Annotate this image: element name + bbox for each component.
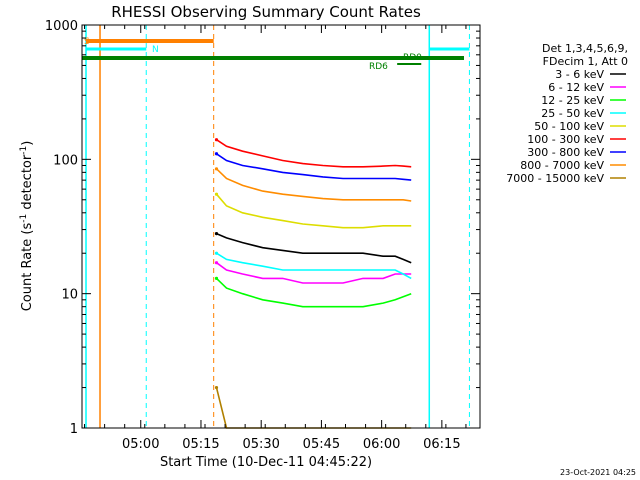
x-axis-label: Start Time (10-Dec-11 04:45:22) xyxy=(160,455,372,470)
y-tick-label: 1 xyxy=(70,422,78,437)
night-flag-label: N xyxy=(152,45,159,55)
y-tick-label: 1000 xyxy=(45,19,78,34)
legend-label-8: 7000 - 15000 keV xyxy=(506,172,604,185)
series-point-6 xyxy=(214,152,219,156)
legend-detectors: Det 1,3,4,5,6,9, xyxy=(542,42,628,55)
series-point-4 xyxy=(214,192,219,196)
series-point-1 xyxy=(214,261,219,265)
legend-label-0: 3 - 6 keV xyxy=(555,68,604,81)
x-tick-label: 05:15 xyxy=(182,437,219,452)
series-point-2 xyxy=(214,276,219,280)
legend-label-3: 25 - 50 keV xyxy=(541,107,604,120)
series-line-1 xyxy=(216,262,412,284)
legend-label-2: 12 - 25 keV xyxy=(541,94,604,107)
plot-frame xyxy=(81,24,481,429)
legend-label-1: 6 - 12 keV xyxy=(548,81,604,94)
legend-label-4: 50 - 100 keV xyxy=(534,120,604,133)
series-line-0 xyxy=(216,232,412,264)
x-tick-label: 06:00 xyxy=(363,437,400,452)
rd0-flag-label: RD0 xyxy=(403,53,422,63)
series-point-8 xyxy=(214,385,219,390)
x-tick-label: 05:00 xyxy=(122,437,159,452)
y-tick-label: 10 xyxy=(61,288,78,303)
series-point-3 xyxy=(214,251,219,255)
legend-decimation: FDecim 1, Att 0 xyxy=(543,55,628,68)
series-line-2 xyxy=(215,277,412,308)
y-tick-label: 100 xyxy=(53,153,78,168)
legend-label-6: 300 - 800 keV xyxy=(527,146,604,159)
series-line-7 xyxy=(215,168,412,202)
footer-timestamp: 23-Oct-2021 04:25 xyxy=(560,468,636,477)
y-axis-label: Count Rate (s-1 detector-1) xyxy=(19,141,35,312)
series-line-6 xyxy=(216,153,412,181)
series-line-4 xyxy=(215,193,412,229)
series-point-5 xyxy=(214,138,219,142)
series-point-7 xyxy=(214,167,219,171)
x-tick-label: 06:15 xyxy=(423,437,460,452)
x-tick-label: 05:45 xyxy=(303,437,340,452)
series-line-5 xyxy=(216,139,412,168)
series-point-0 xyxy=(214,231,219,236)
y-axis: 1 10 100 1000 xyxy=(45,19,480,437)
legend-label-7: 800 - 7000 keV xyxy=(520,159,604,172)
legend-label-5: 100 - 300 keV xyxy=(527,133,604,146)
sunlight-flag-label: S xyxy=(84,37,90,47)
chart-title: RHESSI Observing Summary Count Rates xyxy=(111,3,421,21)
series-line-3 xyxy=(216,252,412,280)
rd6-flag-label: RD6 xyxy=(369,62,388,72)
x-axis: 05:00 05:15 05:30 05:45 06:00 06:15 xyxy=(84,25,467,452)
plot-area: S N RD0 RD6 xyxy=(82,25,470,429)
x-tick-label: 05:30 xyxy=(242,437,279,452)
legend: Det 1,3,4,5,6,9, FDecim 1, Att 0 3 - 6 k… xyxy=(506,42,628,185)
